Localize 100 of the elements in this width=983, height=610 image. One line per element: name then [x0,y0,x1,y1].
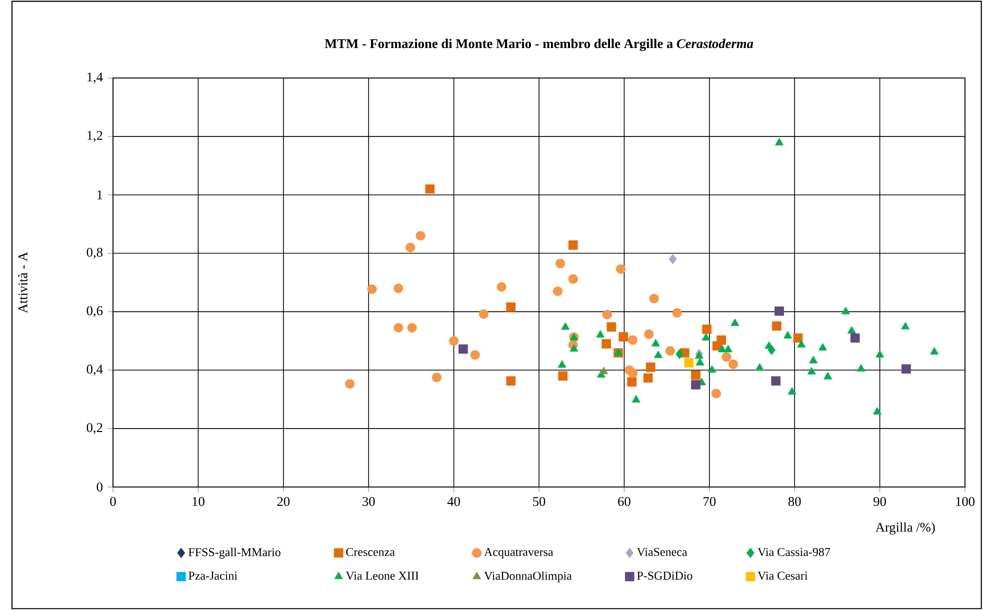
point [628,335,638,345]
point [652,339,660,346]
point [847,326,856,334]
x-tick-label: 20 [277,497,290,506]
point [394,284,404,294]
point [394,322,404,333]
point [470,350,480,360]
point [755,363,764,371]
y-tick-label: 1 [97,190,102,200]
point [616,264,626,274]
y-tick-label: 1,2 [87,130,102,142]
point [614,348,622,356]
point [561,322,570,330]
legend-label: FFSS-gall-MMario [188,548,280,559]
point [716,335,726,345]
point [691,370,700,380]
point [902,364,911,374]
point [824,372,832,380]
point [345,379,355,389]
point [724,344,732,352]
point [930,347,939,355]
legend-label: Via Leone XIII [346,572,418,580]
chart-title: MTM - Formazione di Monte Mario - membro delle Argille a Cerastoderma [324,38,754,51]
point [873,407,882,414]
point [788,387,796,395]
point [684,358,694,368]
point [570,344,578,352]
point [449,336,459,346]
point [432,372,442,382]
x-tick-label: 30 [362,497,375,506]
x-tick-label: 40 [447,497,460,506]
point [646,362,656,372]
point [606,322,616,332]
x-tick-label: 80 [788,497,801,506]
point [665,346,676,356]
point [458,344,468,354]
point [876,350,884,358]
point [478,309,488,319]
y-tick-label: 0,6 [86,306,103,318]
point [568,274,578,284]
point [774,306,784,316]
point [596,330,605,338]
point [676,348,684,360]
point [728,359,738,370]
x-tick-label: 90 [874,497,886,506]
point [506,376,516,386]
point [818,343,827,350]
point [809,356,818,364]
point [649,294,659,304]
point [632,395,640,402]
x-tick-label: 10 [192,497,204,506]
point [718,344,726,352]
y-tick-label: 0,4 [86,364,103,376]
legend-label: Crescenza [346,548,395,556]
x-tick-label: 100 [956,497,974,506]
point [416,230,426,241]
point [901,322,910,330]
point [672,308,682,318]
legend-label: Pza-Jacini [188,572,238,580]
point [702,333,710,341]
x-tick-label: 50 [533,497,546,506]
point [643,373,653,383]
point [496,282,506,292]
y-axis-title: Attività - A [18,252,28,314]
y-tick-label: 1,4 [87,72,103,84]
point [771,376,781,386]
point [556,258,566,268]
legend-label: Via Cassia-987 [758,548,830,556]
point [506,302,516,312]
point [602,339,611,349]
point [628,368,638,378]
point [600,366,608,374]
point [552,286,563,296]
point [568,240,578,250]
point [775,138,784,146]
point [696,358,704,366]
legend-label: P-SGDiDio [637,572,692,580]
point [425,184,435,194]
point [856,364,866,372]
point [367,284,377,294]
point [602,310,612,320]
point [691,380,700,390]
y-tick-label: 0,8 [86,248,102,259]
point [850,333,860,343]
point [618,332,628,342]
legend-label: Via Cesari [758,572,808,580]
legend-label: ViaSeneca [636,548,688,556]
legend-label: Acquatraversa [484,548,554,558]
point [668,254,677,264]
point [702,324,712,334]
point [558,371,568,381]
x-tick-label: 0 [110,497,116,506]
point [807,367,816,374]
point [708,365,716,373]
point [772,321,782,331]
point [407,322,417,333]
x-tick-label: 70 [704,497,716,506]
point [842,306,850,314]
point [797,340,806,348]
point [406,242,416,252]
